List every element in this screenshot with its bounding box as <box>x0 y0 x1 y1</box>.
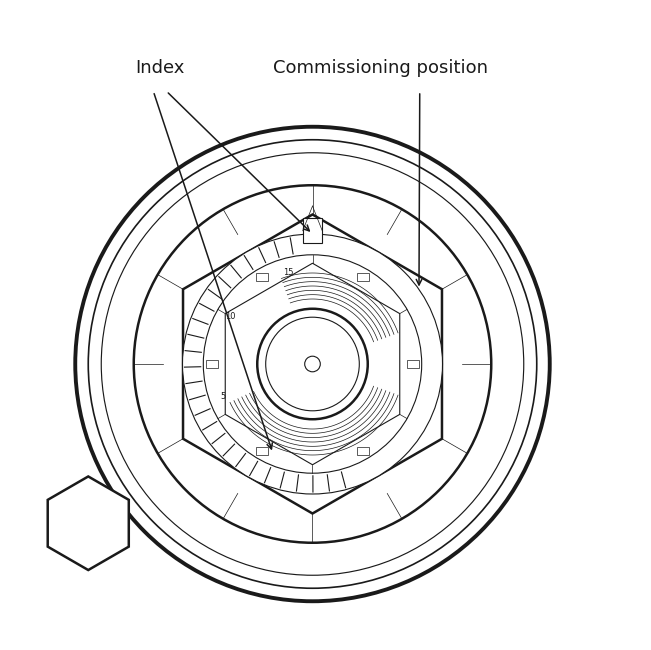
Circle shape <box>76 127 549 601</box>
Circle shape <box>305 356 320 372</box>
Circle shape <box>102 153 524 575</box>
Polygon shape <box>183 214 442 514</box>
FancyBboxPatch shape <box>303 218 322 243</box>
Text: 5: 5 <box>221 392 226 401</box>
FancyBboxPatch shape <box>256 447 268 455</box>
FancyBboxPatch shape <box>206 360 217 368</box>
FancyBboxPatch shape <box>256 273 268 281</box>
FancyBboxPatch shape <box>408 360 419 368</box>
FancyBboxPatch shape <box>357 273 368 281</box>
Polygon shape <box>48 476 129 570</box>
Circle shape <box>133 185 492 543</box>
Text: 10: 10 <box>225 312 236 321</box>
Text: 15: 15 <box>283 268 293 277</box>
Text: Commissioning position: Commissioning position <box>273 59 488 77</box>
Circle shape <box>266 317 359 411</box>
Circle shape <box>182 234 443 494</box>
Text: Index: Index <box>135 59 184 77</box>
Polygon shape <box>225 263 400 465</box>
Circle shape <box>89 140 537 588</box>
Circle shape <box>203 255 422 473</box>
FancyBboxPatch shape <box>357 447 368 455</box>
Circle shape <box>257 309 368 419</box>
